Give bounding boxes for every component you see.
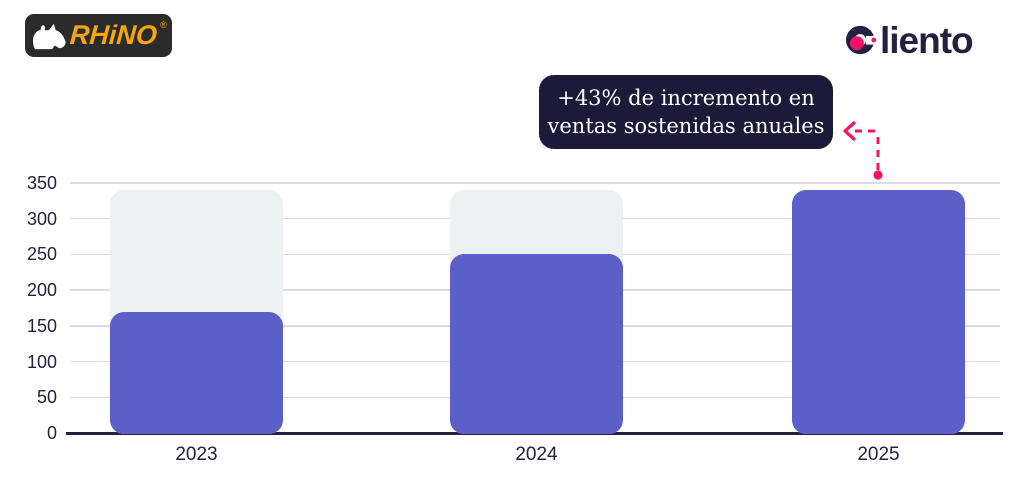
annotation-arrow-icon [843, 121, 883, 180]
y-axis-label-100: 100 [26, 351, 57, 372]
annotation-line-2: ventas sostenidas anuales [547, 114, 825, 138]
rhino-head-icon [33, 23, 66, 49]
bar-2023 [110, 311, 283, 434]
x-axis-label-2024: 2024 [515, 444, 558, 465]
cliento-wordmark: liento [880, 20, 974, 61]
y-axis-label-0: 0 [46, 423, 57, 443]
annotation-line-1: +43% de incremento en [557, 86, 815, 110]
y-axis-label-350: 350 [26, 173, 57, 193]
registered-trademark-icon: ® [160, 20, 167, 30]
y-axis-label-200: 200 [26, 280, 57, 301]
y-axis-label-250: 250 [26, 244, 57, 265]
x-axis-label-2025: 2025 [857, 444, 900, 465]
y-axis-label-150: 150 [26, 315, 57, 336]
rhino-logo: RHiNO ® [25, 14, 172, 57]
y-axis-label-300: 300 [26, 208, 57, 229]
cliento-logo: liento [846, 20, 974, 61]
cliento-c-mark-icon [846, 25, 877, 55]
bar-2025 [792, 190, 965, 434]
bar-2024 [450, 254, 623, 434]
y-axis-label-50: 50 [36, 387, 57, 408]
arrow-origin-dot [873, 170, 883, 180]
x-axis-label-2023: 2023 [175, 444, 218, 465]
gridline-350 [70, 182, 1000, 184]
annotation-callout: +43% de incremento en ventas sostenidas … [539, 75, 833, 149]
